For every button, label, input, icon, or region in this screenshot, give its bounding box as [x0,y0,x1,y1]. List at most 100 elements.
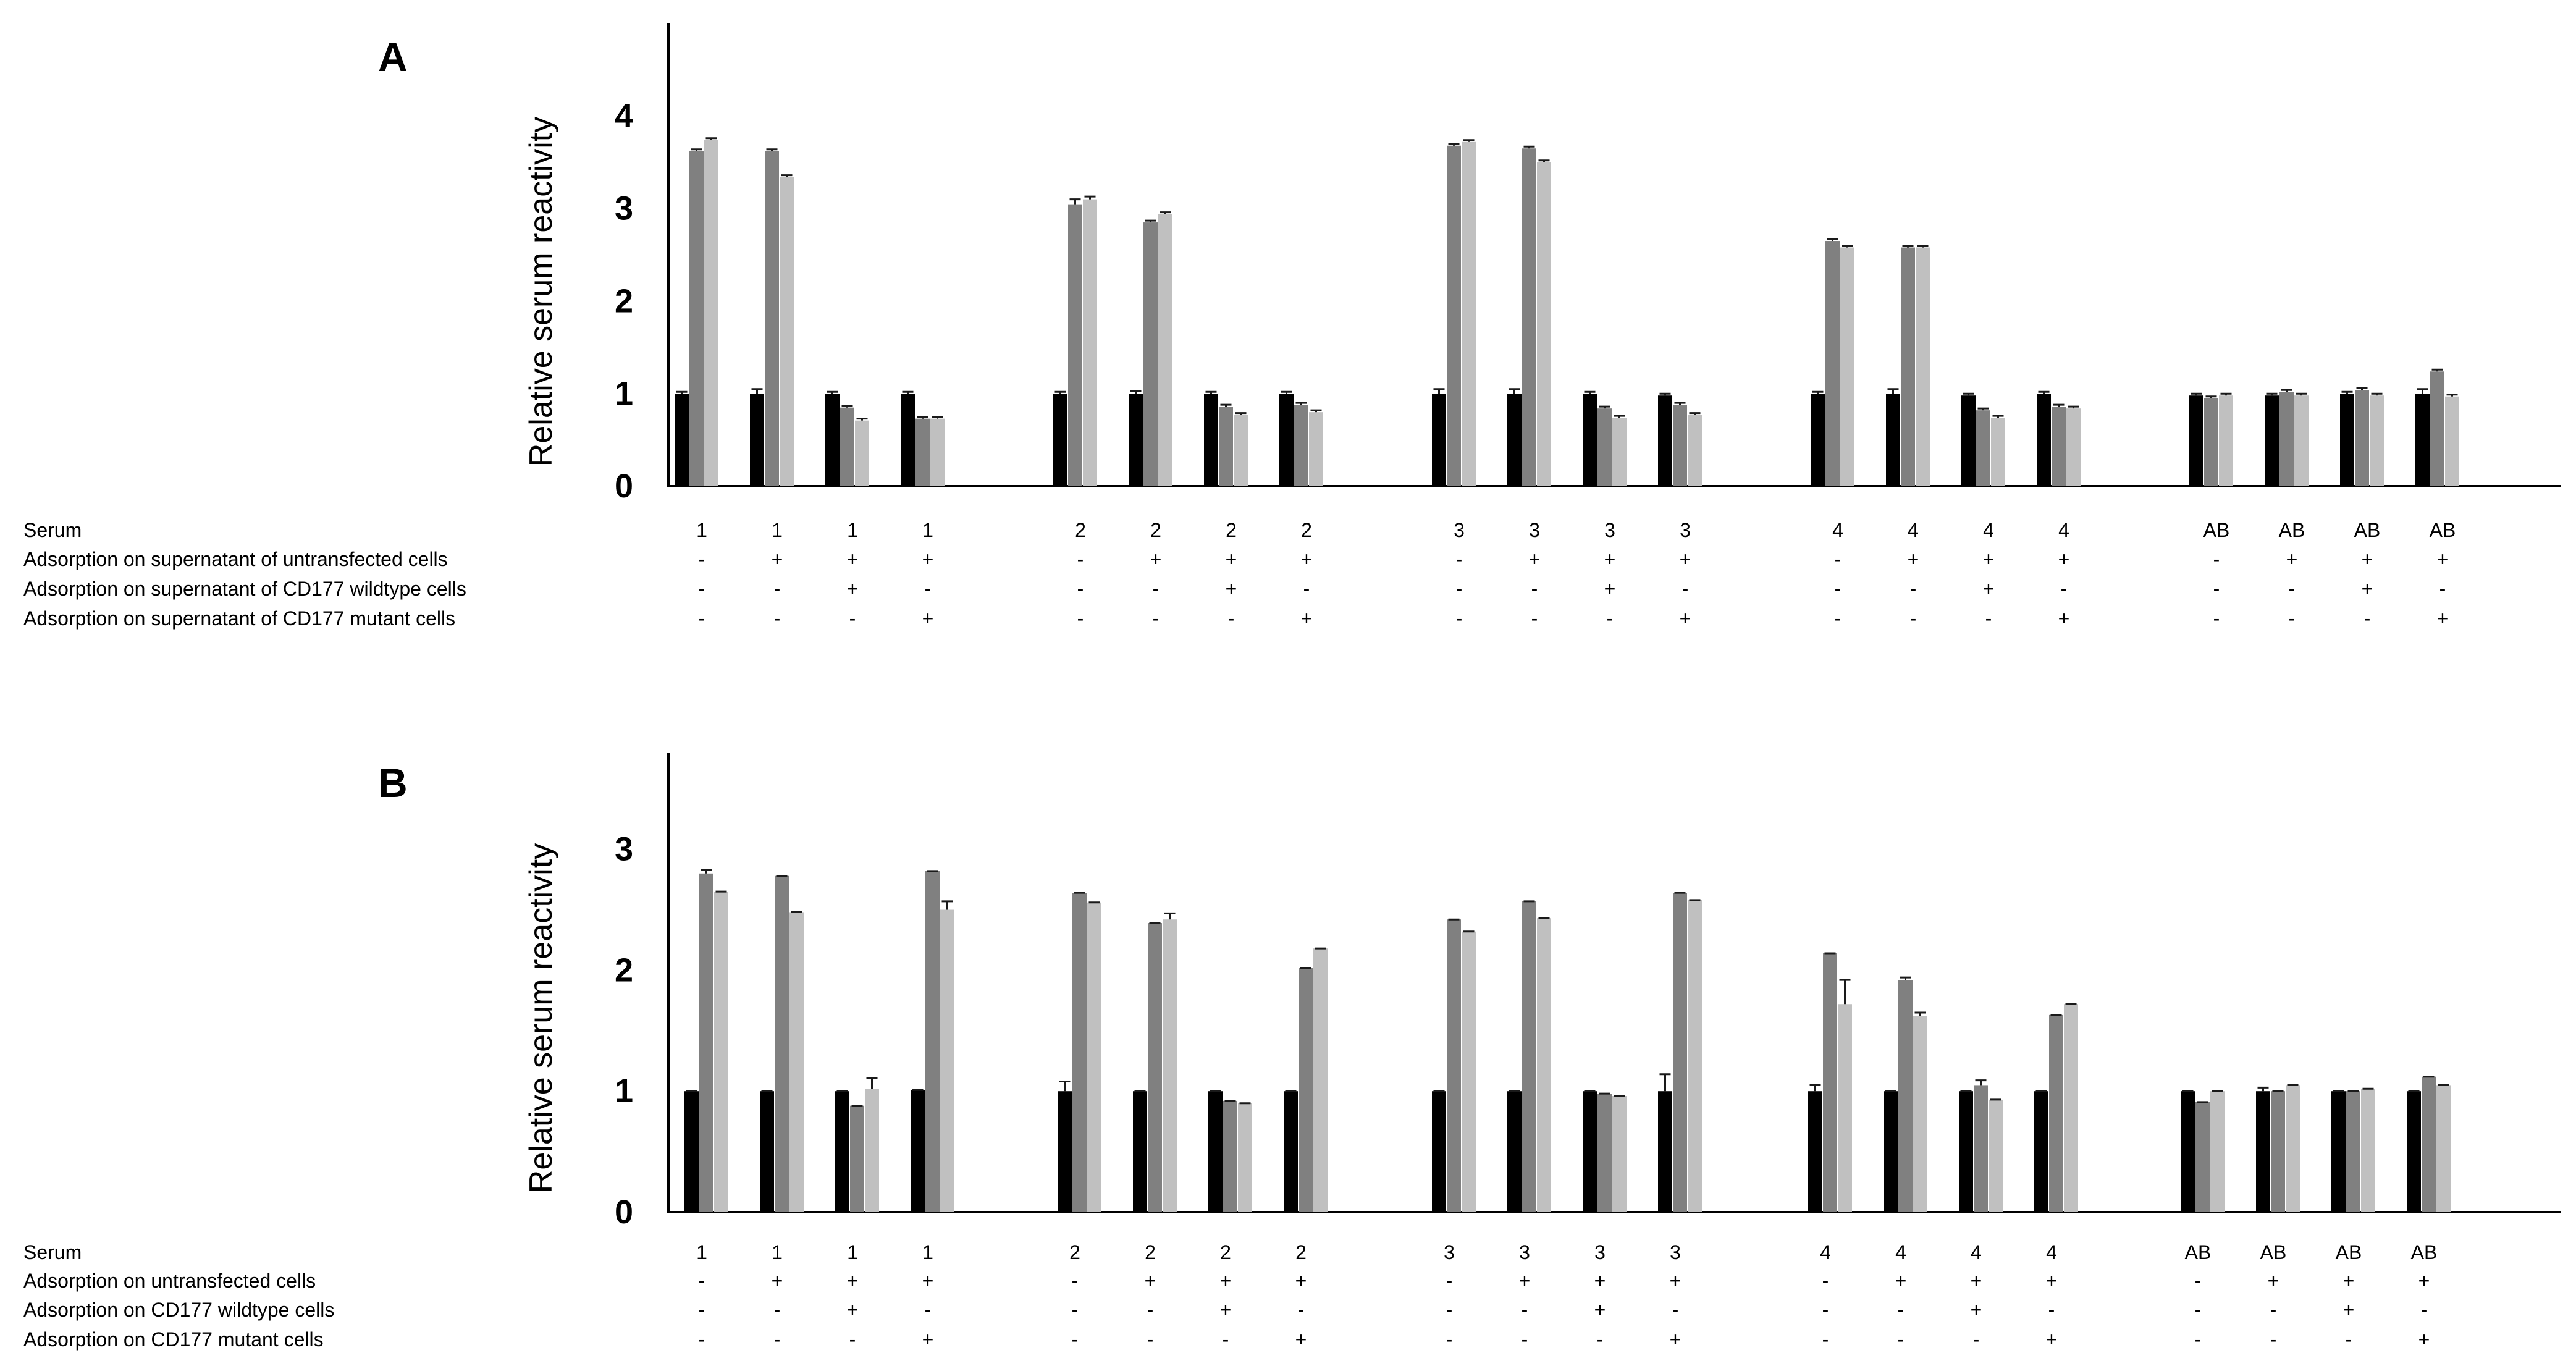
bar [2361,1089,2375,1212]
bar [2064,1004,2078,1212]
bar [2445,396,2459,486]
condition-cell: 4 [1832,519,1843,541]
bar [1974,1085,1988,1212]
condition-cell: 1 [847,1241,858,1263]
condition-cell: - [2270,1328,2277,1351]
bar [2256,1091,2270,1212]
bar [1658,1091,1672,1212]
bar [1583,394,1597,486]
bar [1204,394,1218,486]
bar [2340,394,2354,486]
condition-cell: + [1301,548,1313,570]
condition-cell: + [2058,548,2070,570]
condition-cell: + [1529,548,1541,570]
condition-cell: + [1680,548,1691,570]
condition-cell: - [1672,1299,1679,1321]
y-tick-label: 4 [615,98,633,135]
condition-cell: - [2289,578,2296,600]
bar [1583,1091,1597,1212]
condition-cell: AB [2336,1241,2362,1263]
condition-cell: - [1522,1328,1528,1351]
y-tick-label: 2 [615,951,633,989]
condition-cell: + [1670,1270,1682,1292]
condition-cell: + [1226,578,1237,600]
bar [1522,901,1536,1212]
condition-cell: 3 [1519,1241,1530,1263]
bar [1148,923,1162,1212]
bar [2355,390,2369,486]
condition-cell: - [1910,607,1917,630]
condition-cell: + [1295,1270,1307,1292]
condition-cell: - [1835,548,1842,570]
bar [1612,1096,1627,1212]
condition-cell: - [774,607,781,630]
condition-cell: 2 [1220,1241,1231,1263]
condition-cell: AB [2279,519,2305,541]
condition-cell: - [1456,607,1463,630]
condition-cell: - [1522,1299,1528,1321]
condition-cell: - [1446,1299,1453,1321]
bar [1961,395,1976,486]
bar [1959,1091,1973,1212]
condition-cell: 2 [1295,1241,1307,1263]
bar [2286,1085,2300,1212]
condition-cell: 4 [2058,519,2069,541]
condition-cell: + [1519,1270,1531,1292]
condition-cell: 3 [1454,519,1465,541]
condition-cell: 3 [1680,519,1691,541]
bar [1811,394,1825,486]
condition-cell: + [1295,1328,1307,1351]
condition-cell: - [2195,1328,2202,1351]
condition-cell: + [922,607,934,630]
bar [1507,394,1522,486]
condition-cell: - [1446,1270,1453,1292]
condition-cell: - [2346,1328,2352,1351]
condition-cell: + [1895,1270,1907,1292]
condition-cell: + [1983,578,1995,600]
bar [2189,395,2203,486]
bar [780,177,794,486]
condition-cell: + [922,1328,934,1351]
bar [1838,1004,1852,1212]
condition-cell: + [1604,578,1616,600]
bar [865,1089,879,1212]
bar [1068,204,1082,486]
condition-cell: - [774,578,781,600]
condition-cell: 3 [1529,519,1540,541]
bar [1432,394,1446,486]
bar [1158,214,1172,486]
condition-cell: 2 [1069,1241,1080,1263]
bar [2346,1091,2360,1212]
y-tick-label: 3 [615,190,633,227]
condition-cell: + [1670,1328,1682,1351]
bar [1279,394,1294,486]
condition-cell: AB [2411,1241,2438,1263]
bar [850,1105,864,1212]
bar [1309,412,1323,486]
condition-cell: - [2270,1299,2277,1321]
condition-cell: - [849,1328,856,1351]
bar [911,1090,925,1212]
y-axis-label: Relative serum reactivity [523,117,559,466]
bar [2331,1091,2346,1212]
bar [1597,1094,1612,1212]
condition-cell: AB [2430,519,2456,541]
bar [1284,1091,1298,1212]
bar [1299,968,1313,1212]
bar [1537,918,1551,1212]
condition-cell: + [847,548,859,570]
bar [1989,1099,2003,1212]
bar [825,394,840,486]
condition-cell: 4 [1908,519,1919,541]
bar [1522,148,1536,487]
condition-cell: - [1147,1299,1154,1321]
condition-row-label: Serum [23,1241,82,1263]
condition-cell: + [1983,548,1995,570]
bar [1313,948,1328,1212]
y-axis-label: Relative serum reactivity [523,843,559,1193]
condition-cell: - [1223,1328,1229,1351]
bar [1462,141,1476,486]
condition-cell: + [1220,1270,1232,1292]
bar [2219,395,2233,486]
